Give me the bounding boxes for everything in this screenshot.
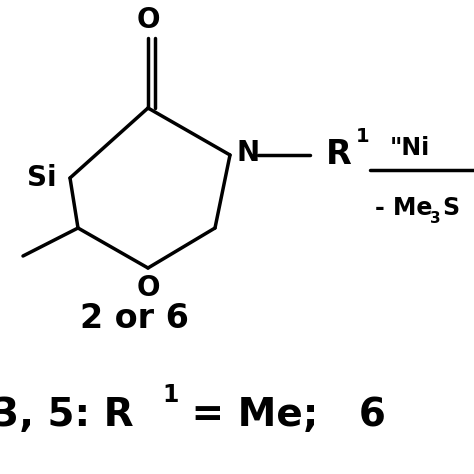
Text: 3: 3	[430, 210, 441, 226]
Text: = Me;   6: = Me; 6	[178, 396, 386, 434]
Text: O: O	[136, 6, 160, 34]
Text: 2 or 6: 2 or 6	[80, 301, 189, 335]
Text: S: S	[442, 196, 459, 220]
Text: O: O	[136, 274, 160, 302]
Text: 1: 1	[162, 383, 178, 407]
Text: R: R	[326, 138, 352, 172]
Text: N: N	[237, 139, 260, 167]
Text: 3, 5: R: 3, 5: R	[0, 396, 134, 434]
Text: - Me: - Me	[375, 196, 432, 220]
Text: 1: 1	[356, 128, 370, 146]
Text: Si: Si	[27, 164, 57, 192]
Text: "Ni: "Ni	[390, 136, 430, 160]
